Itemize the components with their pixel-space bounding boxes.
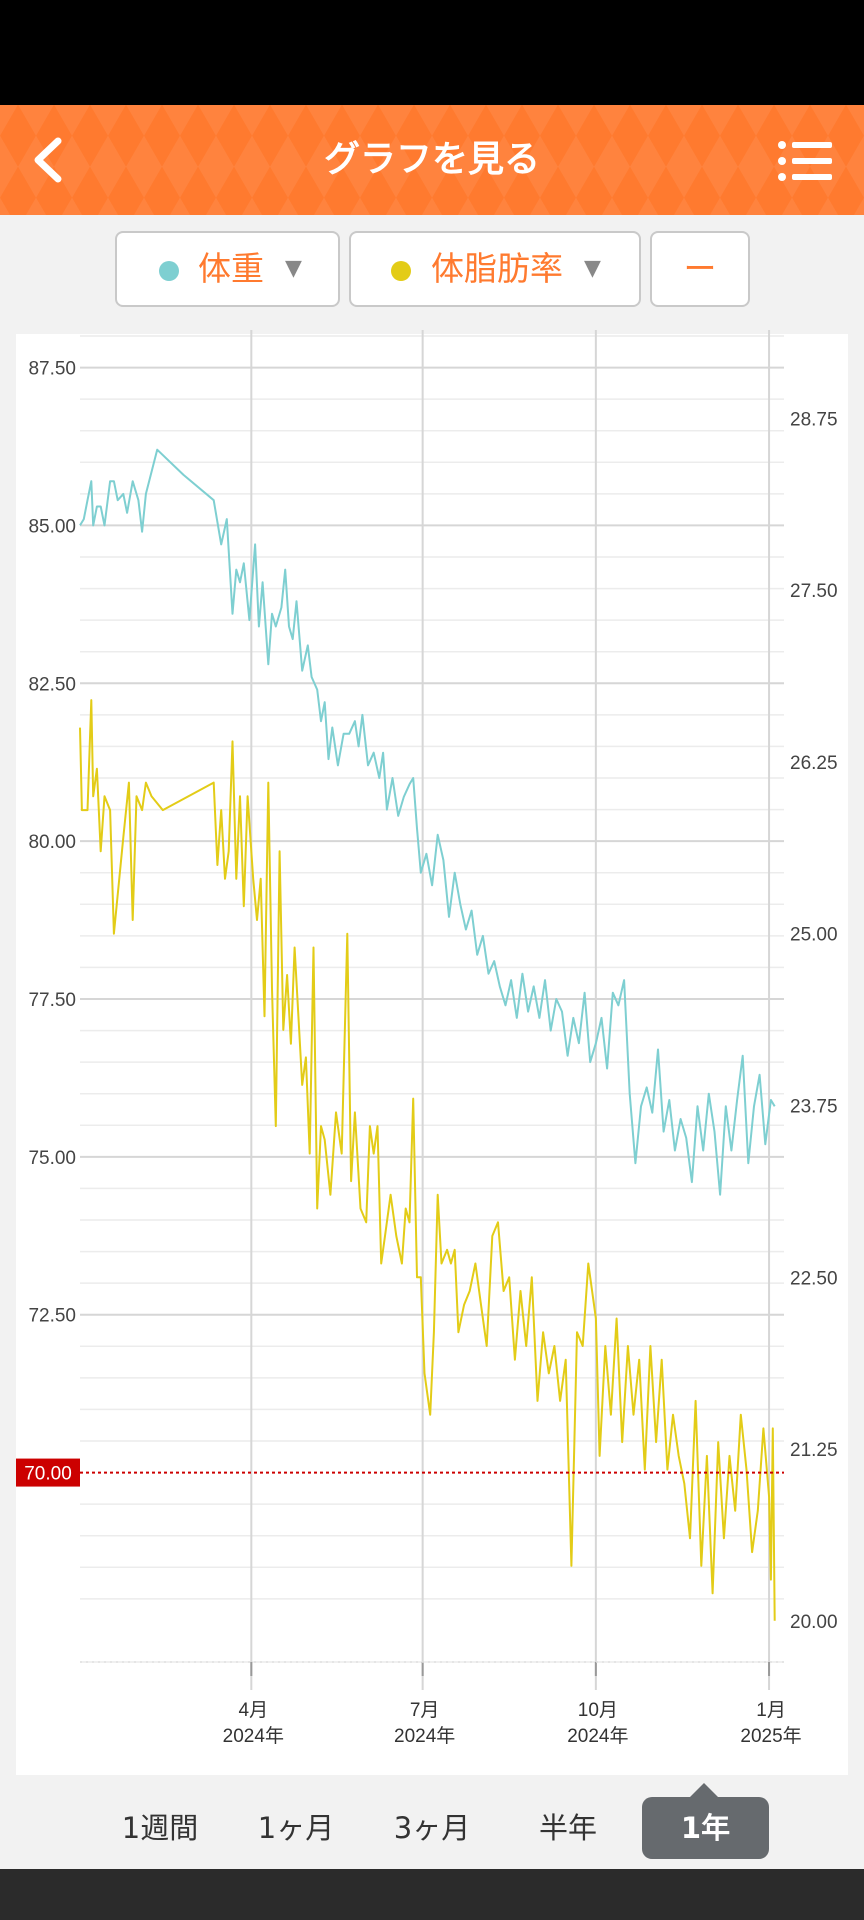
tab-3-months[interactable]: 3ヶ月 [393, 1811, 471, 1845]
x-tick-year-label: 2024年 [394, 1725, 455, 1747]
x-tick-year-label: 2024年 [567, 1725, 628, 1747]
y-left-tick-label: 77.50 [28, 990, 76, 1011]
y-left-tick-label: 72.50 [28, 1306, 76, 1327]
y-right-tick-label: 26.25 [790, 753, 838, 774]
chevron-left-icon [34, 137, 62, 183]
bodyfat-dot-icon [391, 261, 411, 281]
y-right-tick-label: 27.50 [790, 581, 838, 602]
y-right-tick-label: 23.75 [790, 1096, 838, 1117]
bodyfat-series-dropdown[interactable]: 体脂肪率 ▼ [349, 231, 641, 307]
x-tick-month-label: 10月 [578, 1700, 618, 1721]
third-series-button[interactable]: ー [650, 231, 750, 307]
app-header: グラフを見る [0, 105, 864, 215]
weight-series-line [79, 448, 776, 1196]
tab-half-year[interactable]: 半年 [538, 1811, 597, 1845]
y-right-tick-label: 28.75 [790, 409, 838, 430]
series-selector-bar: 体重 ▼ 体脂肪率 ▼ ー [0, 215, 864, 327]
back-button[interactable] [22, 127, 88, 193]
y-right-tick-label: 21.25 [790, 1440, 838, 1461]
tab-1-year[interactable]: 1年 [642, 1797, 769, 1859]
weight-bodyfat-chart[interactable]: 87.50 85.00 82.50 80.00 77.50 75.00 72.50 28.75… [0, 326, 864, 1783]
weight-dot-icon [159, 261, 179, 281]
target-label: 70.00 [24, 1464, 72, 1485]
x-tick-year-label: 2025年 [740, 1725, 801, 1747]
dropdown-arrow-icon: ▼ [584, 256, 601, 281]
x-tick-year-label: 2024年 [223, 1725, 284, 1747]
dropdown-arrow-icon: ▼ [285, 256, 302, 281]
y-left-tick-label: 80.00 [28, 832, 76, 853]
status-bar [0, 0, 864, 105]
y-right-tick-label: 20.00 [790, 1612, 838, 1633]
list-menu-icon [778, 141, 832, 181]
y-left-tick-label: 75.00 [28, 1148, 76, 1169]
y-left-tick-label: 87.50 [28, 359, 76, 380]
weight-series-label: 体重 [198, 249, 264, 288]
tab-1-month[interactable]: 1ヶ月 [257, 1811, 335, 1845]
x-tick-month-label: 1月 [756, 1700, 786, 1721]
chart-area [0, 326, 864, 1783]
bodyfat-series-line [79, 699, 776, 1621]
y-left-tick-label: 82.50 [28, 674, 76, 695]
active-tab-caret [690, 1783, 718, 1797]
y-left-tick-label: 85.00 [28, 516, 76, 537]
page-title: グラフを見る [323, 139, 540, 180]
target-label-badge [16, 1458, 80, 1487]
menu-button[interactable] [772, 131, 838, 191]
y-right-tick-label: 22.50 [790, 1268, 838, 1289]
period-tab-bar: 1週間 1ヶ月 3ヶ月 半年 1年 [0, 1783, 864, 1869]
third-series-label: ー [683, 249, 717, 288]
x-tick-month-label: 7月 [410, 1700, 440, 1721]
y-right-tick-label: 25.00 [790, 925, 838, 946]
system-nav-bar [0, 1869, 864, 1920]
x-tick-month-label: 4月 [239, 1700, 269, 1721]
weight-series-dropdown[interactable]: 体重 ▼ [115, 231, 340, 307]
tab-1-week[interactable]: 1週間 [121, 1811, 199, 1845]
bodyfat-series-label: 体脂肪率 [431, 249, 563, 288]
